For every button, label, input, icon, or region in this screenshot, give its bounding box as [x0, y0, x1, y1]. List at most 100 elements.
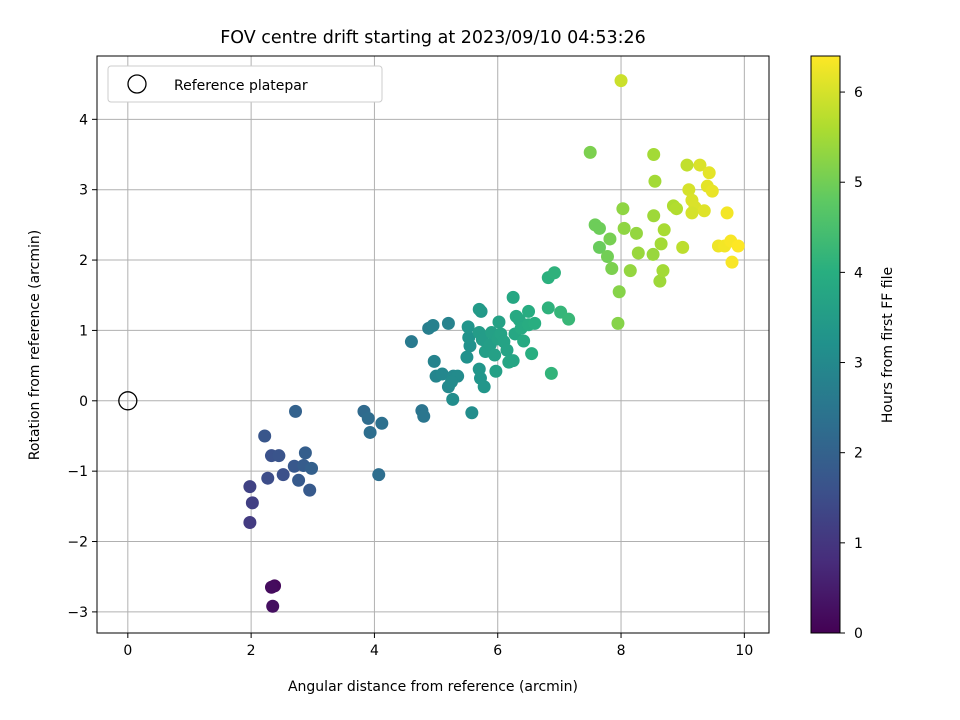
y-tick-label: 0 [79, 394, 88, 410]
x-tick-label: 6 [493, 643, 502, 659]
data-point [427, 354, 441, 368]
data-point [245, 496, 259, 510]
colorbar-tick-label: 0 [854, 626, 863, 642]
data-point [614, 74, 628, 88]
colorbar-tick-label: 3 [854, 356, 863, 372]
data-point [525, 347, 539, 361]
data-point [472, 302, 486, 316]
colorbar-tick-label: 2 [854, 446, 863, 462]
x-tick-label: 0 [123, 643, 132, 659]
y-axis: −3 −2 −1 0 1 2 3 4 [67, 112, 97, 621]
data-point [603, 232, 617, 246]
data-point [648, 174, 662, 188]
data-point [298, 446, 312, 460]
data-point [489, 364, 503, 378]
data-point [612, 285, 626, 299]
data-point [592, 240, 606, 254]
legend-reference-marker-icon [127, 74, 147, 94]
data-point [647, 209, 661, 223]
data-point [375, 416, 389, 430]
data-point [720, 206, 734, 220]
legend: Reference platepar [107, 65, 383, 103]
data-point [417, 409, 431, 423]
data-point [372, 468, 386, 482]
data-point [693, 158, 707, 172]
data-point [472, 362, 486, 376]
data-point [592, 221, 606, 235]
data-point [261, 471, 275, 485]
data-point [617, 221, 631, 235]
data-point [682, 183, 696, 197]
colorbar: 0 1 2 3 4 5 6 Hours from first FF file [810, 55, 896, 642]
data-point [287, 459, 301, 473]
data-point [654, 237, 668, 251]
data-point [506, 290, 520, 304]
data-point [528, 316, 542, 330]
data-point [465, 406, 479, 420]
data-point [517, 334, 531, 348]
colorbar-tick-label: 1 [854, 536, 863, 552]
legend-box [107, 65, 383, 103]
data-point [435, 367, 449, 381]
data-point [547, 266, 561, 280]
data-point [611, 316, 625, 330]
data-point [258, 429, 272, 443]
data-point [583, 145, 597, 159]
data-point [303, 483, 317, 497]
data-point [243, 516, 257, 530]
data-point [289, 404, 303, 418]
data-point [616, 202, 630, 216]
data-point [725, 255, 739, 269]
data-point [623, 264, 637, 278]
data-point [266, 599, 280, 613]
data-point [605, 262, 619, 276]
data-point [702, 166, 716, 180]
data-point [705, 184, 719, 198]
data-point [492, 315, 506, 329]
data-point [441, 316, 455, 330]
reference-platepar-marker [118, 391, 138, 411]
data-point [462, 330, 476, 344]
colorbar-ticks: 0 1 2 3 4 5 6 [840, 85, 863, 642]
data-point [264, 580, 278, 594]
colorbar-gradient [810, 55, 841, 634]
data-point [488, 348, 502, 362]
data-point [670, 202, 684, 216]
data-point [444, 375, 458, 389]
x-tick-label: 4 [370, 643, 379, 659]
data-point [646, 247, 660, 261]
x-tick-label: 2 [247, 643, 256, 659]
colorbar-tick-label: 4 [854, 265, 863, 281]
y-tick-label: −3 [67, 605, 88, 621]
data-point [657, 223, 671, 237]
data-point [544, 366, 558, 380]
points-layer [243, 74, 745, 613]
y-tick-label: 3 [79, 183, 88, 199]
data-point [631, 246, 645, 260]
data-point [685, 206, 699, 220]
colorbar-label: Hours from first FF file [880, 267, 896, 423]
data-point [404, 335, 418, 349]
data-point [656, 264, 670, 278]
data-point [506, 354, 520, 368]
data-point [600, 250, 614, 264]
plot-frame [96, 55, 770, 634]
colorbar-tick-label: 6 [854, 85, 863, 101]
data-point [461, 320, 475, 334]
data-point [361, 411, 375, 425]
reference-marker-layer [118, 391, 138, 411]
data-point [243, 480, 257, 494]
data-point [647, 148, 661, 162]
chart-title: FOV centre drift starting at 2023/09/10 … [220, 28, 646, 48]
data-point [731, 239, 745, 253]
y-axis-label: Rotation from reference (arcmin) [27, 230, 43, 460]
x-tick-label: 8 [617, 643, 626, 659]
y-tick-label: 4 [79, 112, 88, 128]
data-point [541, 301, 555, 315]
data-point [272, 449, 286, 463]
legend-entry-reference-platepar: Reference platepar [174, 78, 308, 94]
data-point [680, 158, 694, 172]
x-axis: 0 2 4 6 8 10 [123, 633, 753, 659]
y-tick-label: −1 [67, 464, 88, 480]
